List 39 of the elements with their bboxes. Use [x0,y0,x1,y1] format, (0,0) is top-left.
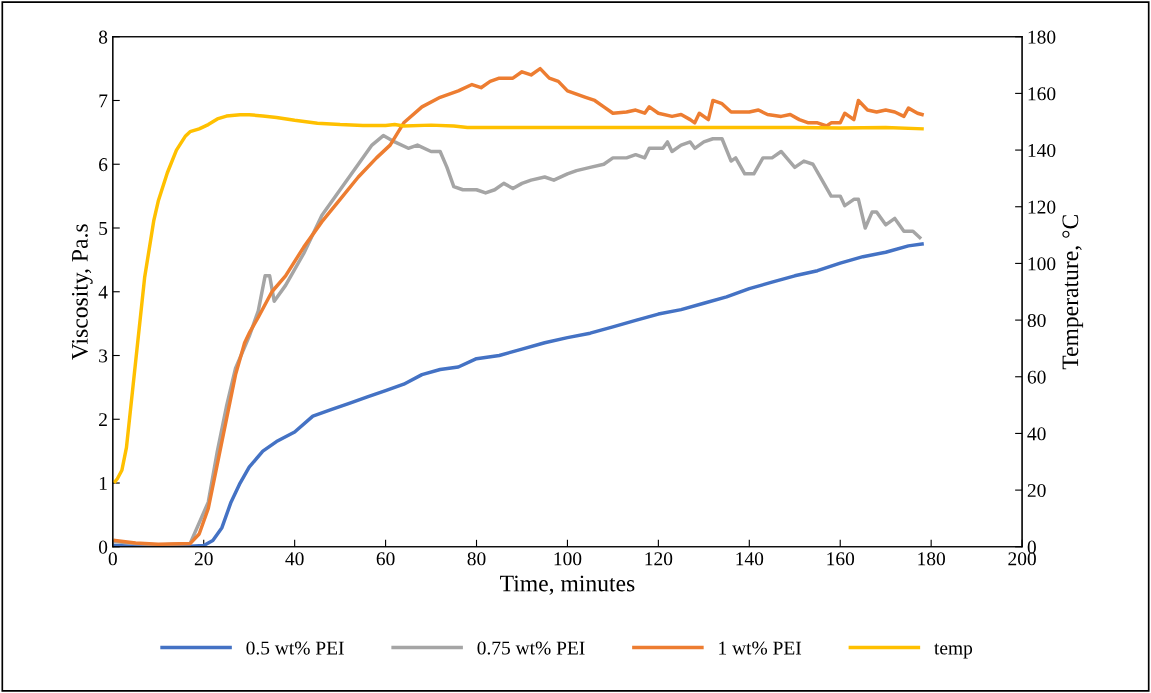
legend-label: 0.75 wt% PEI [477,641,585,655]
y2-tick-label: 100 [1028,257,1056,271]
x-tick-label: 180 [918,552,945,566]
x-tick-label: 0 [108,552,117,566]
y-tick-label: 4 [98,285,108,299]
y-tick-label: 3 [99,349,108,363]
y-tick-label: 5 [99,222,108,235]
y-tick-label: 7 [99,94,108,108]
x-tick-label: 140 [736,552,764,566]
y2-tick-label: 60 [1027,370,1046,384]
legend-label: 0.5 wt% PEI [246,641,344,655]
y2-tick-label: 40 [1027,427,1046,441]
y2-tick-label: 120 [1028,200,1056,214]
legend-label: 1 wt% PEI [719,641,802,655]
y2-tick-label: 0 [1027,540,1036,554]
y2-tick-label: 20 [1027,483,1046,498]
y2-tick-label: 80 [1027,313,1046,328]
line-series [113,242,924,547]
legend-label: temp [934,643,973,659]
x-tick-label: 60 [376,552,395,566]
x-tick-label: 100 [554,552,582,566]
y-tick-label: 8 [98,30,108,44]
y2-tick-label: 140 [1028,143,1056,158]
x-tick-label: 80 [467,552,486,566]
x-axis-title: Time, minutes [500,575,635,595]
line-series [113,112,924,484]
x-tick-label: 160 [827,552,855,566]
y-tick-label: 2 [99,413,107,427]
y2-tick-label: 180 [1028,30,1056,44]
y-tick-label: 6 [99,158,108,172]
y2-tick-label: 160 [1028,87,1056,101]
x-tick-label: 120 [645,552,673,566]
x-tick-label: 200 [1008,552,1036,566]
y-tick-label: 1 [99,476,107,490]
x-tick-label: 20 [194,552,213,566]
x-tick-label: 40 [285,552,304,566]
y2-axis-title: Temperature, °C [1062,215,1084,370]
y-tick-label: 0 [98,540,108,554]
y-axis-title: Viscosity, Pa.s [71,224,93,360]
